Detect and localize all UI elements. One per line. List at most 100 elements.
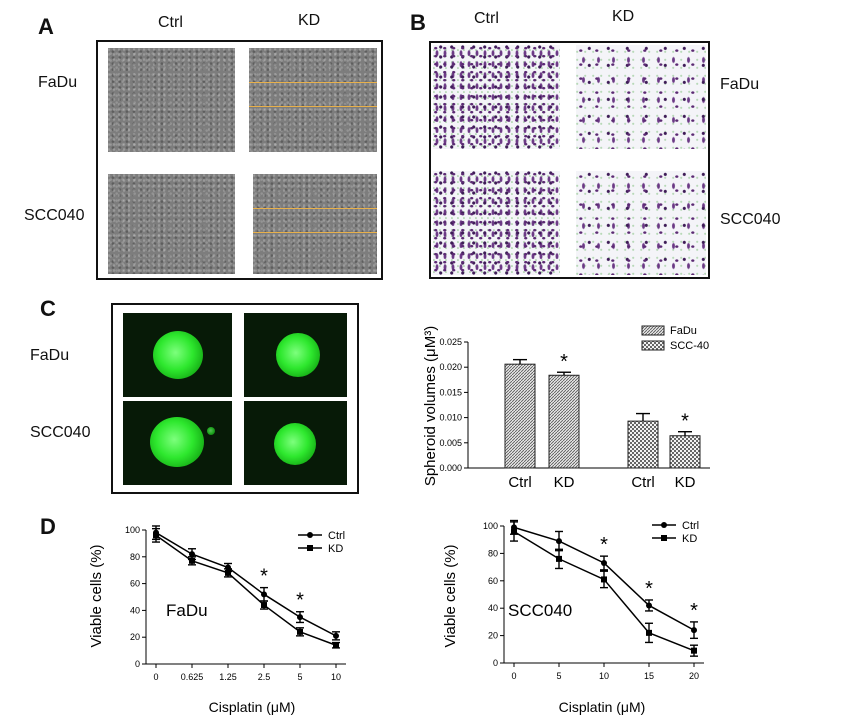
line-point xyxy=(333,642,339,649)
wound-edge-line xyxy=(253,232,377,233)
line1-xlabel: Cisplatin (μM) xyxy=(209,699,296,715)
line-y-tick-label: 20 xyxy=(488,631,498,641)
line-legend-label: Ctrl xyxy=(328,530,345,542)
line-x-tick-label: 15 xyxy=(644,671,654,681)
line-point xyxy=(646,602,652,609)
line-y-tick-label: 40 xyxy=(488,603,498,613)
panel-a-row-scc040: SCC040 xyxy=(24,207,85,224)
line-x-tick-label: 5 xyxy=(556,671,561,681)
bar-y-tick-label: 0.020 xyxy=(439,362,462,372)
spheroid xyxy=(150,417,204,467)
bar-legend-label: FaDu xyxy=(670,325,697,337)
line2-inset-label: SCC040 xyxy=(508,601,572,620)
line-x-tick-label: 1.25 xyxy=(219,672,237,682)
transwell-image-fadu-kd xyxy=(576,45,706,149)
wound-edge-line xyxy=(249,82,377,83)
panel-a-frame xyxy=(96,40,383,280)
bar xyxy=(627,420,659,469)
bar-x-tick-label: Ctrl xyxy=(631,474,654,491)
panel-c-row-fadu: FaDu xyxy=(30,347,70,364)
bar xyxy=(504,363,536,469)
line-y-tick-label: 20 xyxy=(130,632,140,642)
bar xyxy=(669,435,701,469)
transwell-image-scc040-ctrl xyxy=(433,171,560,275)
spheroid-image-scc040-kd xyxy=(244,401,347,485)
line-significance: * xyxy=(260,566,268,588)
bar-significance: * xyxy=(681,411,689,433)
panel-c-letter: C xyxy=(40,296,56,321)
line-point xyxy=(333,632,339,639)
scratch-image-fadu-ctrl xyxy=(108,48,235,152)
line-x-tick-label: 5 xyxy=(297,672,302,682)
panel-c-row-scc040: SCC040 xyxy=(30,424,91,441)
bar-significance: * xyxy=(560,351,568,373)
bar-x-tick-label: KD xyxy=(675,474,696,491)
line-point xyxy=(646,629,652,636)
spheroid xyxy=(153,331,203,379)
bar xyxy=(548,374,580,469)
bar-legend-label: SCC-40 xyxy=(670,340,709,352)
line-y-tick-label: 60 xyxy=(130,579,140,589)
bar-y-tick-label: 0.010 xyxy=(439,413,462,423)
line-point xyxy=(601,576,607,583)
line-legend-marker xyxy=(307,532,313,538)
line-x-tick-label: 0 xyxy=(153,672,158,682)
line-y-tick-label: 0 xyxy=(493,658,498,668)
line2-ylabel: Viable cells (%) xyxy=(442,544,459,647)
line1-ylabel: Viable cells (%) xyxy=(88,544,105,647)
line-legend-label: KD xyxy=(328,543,343,555)
panel-b-row-fadu: FaDu xyxy=(720,76,760,93)
line-y-tick-label: 40 xyxy=(130,605,140,615)
bar-ylabel: Spheroid volumes (μM³) xyxy=(422,326,439,486)
line-x-tick-label: 10 xyxy=(331,672,341,682)
line-legend-marker xyxy=(661,535,667,541)
fadu-viability-chart: Viable cells (%) Cisplatin (μM) FaDu 0 20… xyxy=(88,525,346,715)
bar-y-tick-label: 0.025 xyxy=(439,337,462,347)
line-significance: * xyxy=(690,600,698,622)
scc040-viability-chart: Viable cells (%) Cisplatin (μM) SCC040 0… xyxy=(442,519,704,715)
spheroid-fragment xyxy=(207,427,215,435)
line-y-tick-label: 80 xyxy=(130,552,140,562)
spheroid-volume-chart: Spheroid volumes (μM³) 0.000 0.005 0.010 0.… xyxy=(422,325,710,491)
scratch-image-scc040-kd xyxy=(253,174,377,274)
transwell-image-scc040-kd xyxy=(576,171,706,275)
line-point xyxy=(189,551,195,558)
line-point xyxy=(297,628,303,635)
line-series-kd xyxy=(155,534,337,646)
line-series-ctrl xyxy=(155,532,337,637)
bar-x-tick-label: KD xyxy=(554,474,575,491)
spheroid xyxy=(274,423,316,465)
line-y-tick-label: 60 xyxy=(488,576,498,586)
line-point xyxy=(153,532,159,539)
bar-y-tick-label: 0.000 xyxy=(439,463,462,473)
line1-inset-label: FaDu xyxy=(166,601,208,620)
line-legend-marker xyxy=(661,522,667,528)
line-point xyxy=(261,591,267,598)
panel-a-col-ctrl: Ctrl xyxy=(158,14,183,31)
panel-a-row-fadu: FaDu xyxy=(38,74,78,91)
line-x-tick-label: 0.625 xyxy=(181,672,204,682)
wound-edge-line xyxy=(249,106,377,107)
line-point xyxy=(261,602,267,609)
spheroid-image-fadu-ctrl xyxy=(123,313,232,397)
line-y-tick-label: 80 xyxy=(488,548,498,558)
line-significance: * xyxy=(600,534,608,556)
line-y-tick-label: 100 xyxy=(125,525,140,535)
line-y-tick-label: 100 xyxy=(483,521,498,531)
line-point xyxy=(189,557,195,564)
line-x-tick-label: 2.5 xyxy=(258,672,271,682)
panel-b-col-kd: KD xyxy=(612,8,635,25)
scratch-image-fadu-kd xyxy=(249,48,377,152)
bar-x-tick-label: Ctrl xyxy=(508,474,531,491)
wound-edge-line xyxy=(253,208,377,209)
line-point xyxy=(556,538,562,545)
line-legend-label: KD xyxy=(682,533,697,545)
transwell-image-fadu-ctrl xyxy=(433,45,560,149)
line-significance: * xyxy=(296,590,304,612)
line-x-tick-label: 20 xyxy=(689,671,699,681)
panel-b-row-scc040: SCC040 xyxy=(720,211,781,228)
bar-legend-swatch xyxy=(641,325,665,336)
line-point xyxy=(601,559,607,566)
line-point xyxy=(225,569,231,576)
scratch-image-scc040-ctrl xyxy=(108,174,235,274)
